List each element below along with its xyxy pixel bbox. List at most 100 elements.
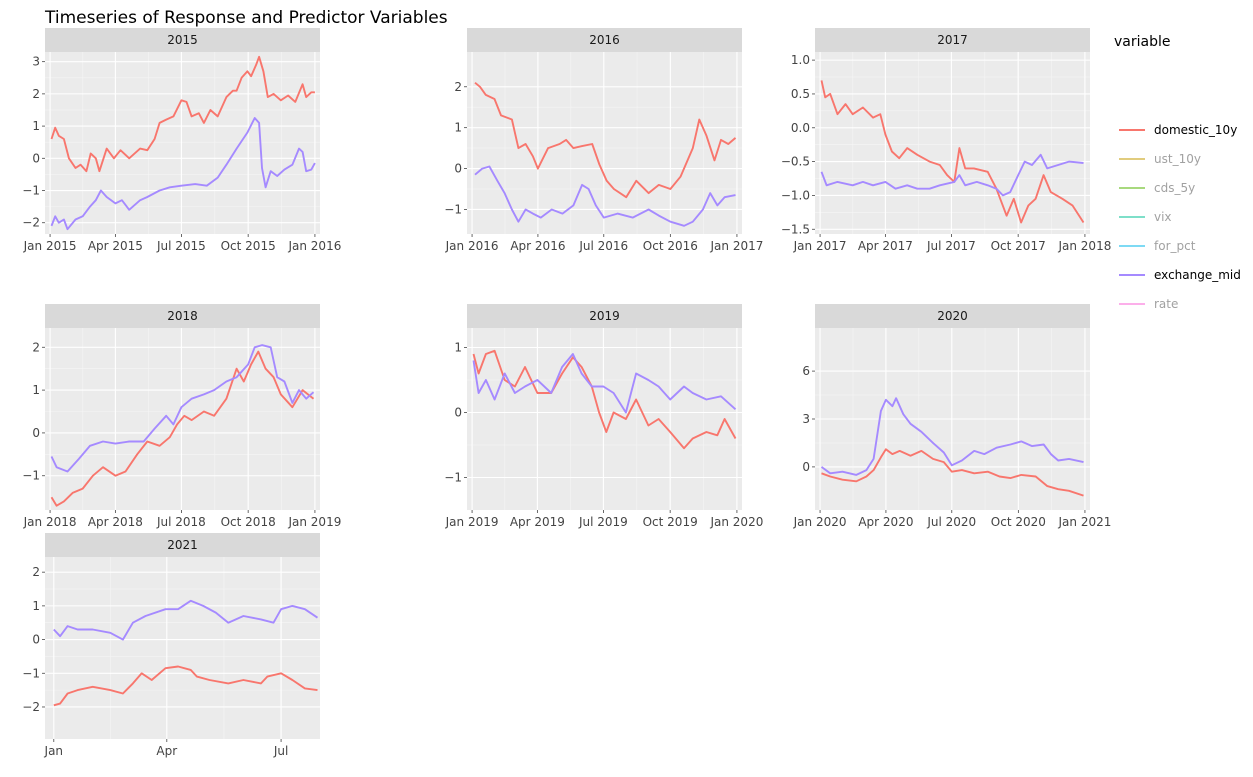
x-tick-label: Jan (44, 744, 64, 758)
y-tick-label: 0.5 (791, 87, 810, 101)
facet-strip-label: 2017 (937, 33, 968, 47)
y-tick-label: 0 (32, 151, 40, 165)
y-tick-label: 1 (32, 383, 40, 397)
y-tick-label: 2 (32, 87, 40, 101)
legend-label: cds_5y (1154, 181, 1195, 195)
y-tick-label: −1 (444, 202, 462, 216)
y-tick-label: −1 (444, 471, 462, 485)
y-tick-label: −1 (22, 666, 40, 680)
y-tick-label: 0 (802, 460, 810, 474)
y-tick-label: 0 (32, 633, 40, 647)
x-tick-label: Jan 2018 (1057, 239, 1111, 253)
x-tick-label: Jan 2019 (445, 515, 499, 529)
x-tick-label: Jan 2016 (287, 239, 341, 253)
facet-strip-label: 2016 (589, 33, 620, 47)
y-tick-label: 0 (454, 406, 462, 420)
y-tick-label: −1.0 (781, 188, 810, 202)
y-tick-label: 6 (802, 364, 810, 378)
facet-strip-label: 2018 (167, 309, 198, 323)
y-tick-label: 1 (32, 119, 40, 133)
facet-panel-2020: 2020 6 3 0 Jan 2020 Apr 2020 Jul 2020 Oct 2020 J… (793, 304, 1112, 529)
y-tick-label: −1 (22, 469, 40, 483)
facet-strip-label: 2015 (167, 33, 198, 47)
x-tick-label: Jan 2021 (1058, 515, 1112, 529)
legend-item-for_pct[interactable]: for_pct (1119, 239, 1196, 253)
y-tick-label: 1.0 (791, 53, 810, 67)
y-tick-label: 2 (32, 340, 40, 354)
facet-panel-2015: 2015 3 2 1 0 −1 −2 Jan 2015 Apr 2015 Jul 2015 Oct … (22, 28, 341, 253)
x-tick-label: Oct 2017 (991, 239, 1046, 253)
series-line-domestic_10y (472, 349, 737, 450)
y-tick-label: −1 (22, 184, 40, 198)
x-tick-label: Oct 2018 (221, 515, 276, 529)
y-tick-label: −2 (22, 216, 40, 230)
y-tick-label: 1 (32, 599, 40, 613)
facet-strip-label: 2019 (589, 309, 620, 323)
x-tick-label: Apr 2017 (858, 239, 913, 253)
x-tick-label: Jul 2016 (578, 239, 628, 253)
series-line-exchange_mid (50, 344, 315, 473)
legend-item-rate[interactable]: rate (1119, 297, 1178, 311)
facet-panel-2017: 2017 1.0 0.5 0.0 −0.5 −1.0 −1.5 Jan 2017 Apr 201… (781, 28, 1111, 253)
panel-background (45, 52, 320, 234)
legend-item-ust_10y[interactable]: ust_10y (1119, 152, 1201, 166)
legend-label: for_pct (1154, 239, 1196, 253)
y-tick-label: 0.0 (791, 121, 810, 135)
x-tick-label: Apr (156, 744, 177, 758)
x-tick-label: Jan 2017 (710, 239, 764, 253)
facet-panel-2016: 2016 2 1 0 −1 Jan 2016 Apr 2016 Jul 2016 Oct 201… (444, 28, 763, 253)
facet-strip (467, 304, 742, 328)
x-tick-label: Oct 2016 (643, 239, 698, 253)
facet-panel-2018: 2018 2 1 0 −1 Jan 2018 Apr 2018 Jul 2018 Oct 201… (22, 304, 341, 529)
x-tick-label: Apr 2015 (88, 239, 143, 253)
x-tick-label: Jan 2018 (23, 515, 77, 529)
y-tick-label: −1.5 (781, 222, 810, 236)
panel-background (45, 557, 320, 739)
series-line-exchange_mid (474, 165, 736, 227)
y-tick-label: −2 (22, 700, 40, 714)
y-tick-label: 1 (454, 121, 462, 135)
legend-item-vix[interactable]: vix (1119, 210, 1172, 224)
x-tick-label: Jan 2019 (287, 515, 341, 529)
y-tick-label: −0.5 (781, 155, 810, 169)
series-line-exchange_mid (53, 599, 319, 641)
facet-strip-label: 2020 (937, 309, 968, 323)
legend-label: ust_10y (1154, 152, 1201, 166)
panel-background (467, 328, 742, 510)
legend-label: domestic_10y (1154, 123, 1237, 137)
legend-title: variable (1114, 34, 1170, 50)
x-tick-label: Jan 2016 (445, 239, 499, 253)
facet-strip (815, 304, 1090, 328)
x-tick-label: Jan 2017 (793, 239, 847, 253)
x-tick-label: Jul 2019 (578, 515, 628, 529)
panel-background (467, 52, 742, 234)
y-tick-label: 1 (454, 341, 462, 355)
legend-label: exchange_mid (1154, 268, 1241, 282)
y-tick-label: 3 (802, 412, 810, 426)
y-tick-label: 0 (32, 426, 40, 440)
series-line-domestic_10y (820, 80, 1085, 224)
x-tick-label: Jan 2020 (793, 515, 847, 529)
panel-background (815, 52, 1090, 234)
x-tick-label: Oct 2020 (991, 515, 1046, 529)
facet-strip (815, 28, 1090, 52)
facet-strip (467, 28, 742, 52)
facet-panel-2021: 2021 2 1 0 −1 −2 Jan Apr Jul (22, 533, 320, 758)
legend-item-exchange_mid[interactable]: exchange_mid (1119, 268, 1241, 282)
x-tick-label: Jul (273, 744, 288, 758)
y-tick-label: 2 (454, 80, 462, 94)
facet-strip (45, 28, 320, 52)
series-line-exchange_mid (50, 117, 316, 231)
facet-strip (45, 304, 320, 328)
x-tick-label: Apr 2018 (88, 515, 143, 529)
legend-item-cds_5y[interactable]: cds_5y (1119, 181, 1195, 195)
y-tick-label: 0 (454, 162, 462, 176)
chart-title: Timeseries of Response and Predictor Var… (45, 8, 448, 28)
x-tick-label: Jul 2018 (156, 515, 206, 529)
series-line-exchange_mid (820, 397, 1084, 476)
legend-item-domestic_10y[interactable]: domestic_10y (1119, 123, 1237, 137)
x-tick-label: Jul 2015 (156, 239, 206, 253)
series-line-domestic_10y (50, 350, 315, 507)
